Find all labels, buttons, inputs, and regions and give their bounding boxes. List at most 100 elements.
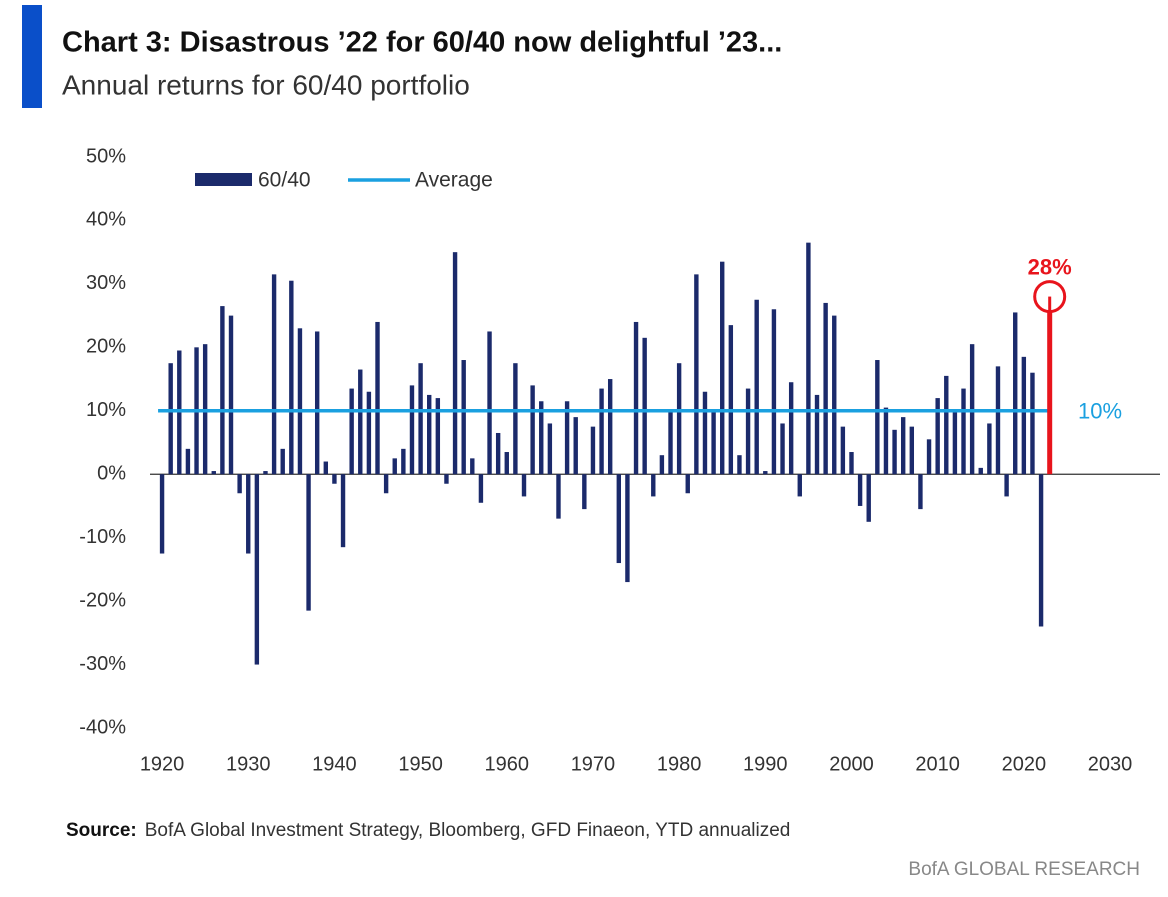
bar bbox=[297, 328, 303, 475]
legend-swatch bbox=[195, 173, 252, 186]
x-tick-label: 1990 bbox=[743, 753, 788, 775]
bar bbox=[237, 474, 242, 494]
bar bbox=[401, 448, 406, 475]
bar bbox=[582, 474, 587, 510]
bar bbox=[935, 398, 940, 475]
bar bbox=[263, 471, 268, 475]
bar bbox=[857, 474, 863, 506]
average-label: 10% bbox=[1078, 399, 1122, 424]
x-tick-label: 2020 bbox=[1002, 753, 1047, 775]
bar bbox=[763, 471, 768, 475]
bar bbox=[513, 363, 518, 475]
source-text: BofA Global Investment Strategy, Bloombe… bbox=[145, 820, 791, 841]
bar bbox=[823, 302, 828, 475]
bar bbox=[918, 474, 923, 510]
bar bbox=[676, 363, 682, 475]
bar bbox=[521, 474, 527, 497]
bar bbox=[900, 417, 906, 475]
y-tick-label: -30% bbox=[79, 653, 126, 675]
x-tick-label: 2010 bbox=[915, 753, 960, 775]
bar bbox=[711, 410, 716, 475]
y-tick-label: 40% bbox=[86, 209, 126, 231]
bar bbox=[926, 439, 932, 475]
bar bbox=[332, 474, 337, 484]
bar bbox=[470, 458, 475, 475]
bar bbox=[832, 315, 837, 475]
bar bbox=[866, 474, 871, 522]
bar bbox=[685, 474, 690, 494]
bar bbox=[737, 455, 742, 475]
bar bbox=[452, 252, 458, 475]
bar bbox=[461, 360, 466, 475]
bar bbox=[883, 407, 889, 475]
bar bbox=[797, 474, 802, 497]
bar bbox=[892, 429, 897, 475]
bar bbox=[444, 474, 449, 484]
bar bbox=[539, 401, 544, 475]
y-tick-label: 0% bbox=[97, 463, 126, 485]
bar bbox=[306, 474, 311, 611]
bar bbox=[280, 448, 285, 475]
highlight-label: 28% bbox=[1028, 254, 1072, 279]
footer: BofA GLOBAL RESEARCH bbox=[908, 859, 1140, 880]
bar bbox=[625, 474, 630, 583]
x-tick-label: 1960 bbox=[485, 753, 530, 775]
bar bbox=[840, 426, 846, 475]
bar bbox=[668, 410, 673, 475]
bar bbox=[944, 375, 949, 475]
bar bbox=[720, 261, 725, 475]
chart-subtitle: Annual returns for 60/40 portfolio bbox=[62, 69, 470, 100]
bar bbox=[651, 474, 656, 497]
bar bbox=[1038, 474, 1044, 627]
bar bbox=[271, 274, 277, 475]
bar bbox=[806, 242, 811, 475]
bar bbox=[995, 366, 1001, 475]
bar bbox=[754, 299, 759, 475]
bar bbox=[564, 401, 570, 475]
bar bbox=[875, 360, 880, 475]
bar bbox=[659, 455, 665, 475]
bar bbox=[220, 306, 225, 475]
x-tick-label: 1920 bbox=[140, 753, 185, 775]
chart-title: Chart 3: Disastrous ’22 for 60/40 now de… bbox=[62, 27, 782, 59]
bar bbox=[780, 423, 785, 475]
y-tick-label: -20% bbox=[79, 589, 126, 611]
y-tick-label: -10% bbox=[79, 526, 126, 548]
bar bbox=[289, 280, 294, 475]
bar bbox=[952, 410, 958, 475]
y-tick-label: -40% bbox=[79, 716, 126, 738]
bar bbox=[409, 385, 415, 475]
bar bbox=[314, 331, 320, 475]
bar bbox=[961, 388, 966, 475]
bar bbox=[1004, 474, 1009, 497]
bar bbox=[1013, 312, 1018, 475]
x-tick-label: 2000 bbox=[829, 753, 874, 775]
x-tick-label: 1950 bbox=[398, 753, 443, 775]
bar bbox=[254, 474, 260, 665]
bar bbox=[185, 448, 191, 475]
bar bbox=[211, 471, 216, 475]
bar bbox=[590, 426, 596, 475]
bar bbox=[530, 385, 535, 475]
x-tick-label: 2030 bbox=[1088, 753, 1133, 775]
bar bbox=[435, 398, 441, 475]
bar bbox=[340, 474, 346, 548]
bar bbox=[358, 369, 363, 475]
bar bbox=[228, 315, 234, 475]
bar bbox=[633, 321, 639, 475]
bar bbox=[427, 394, 432, 475]
bar bbox=[599, 388, 604, 475]
bar bbox=[1030, 372, 1035, 475]
bar bbox=[478, 474, 484, 503]
x-tick-label: 1930 bbox=[226, 753, 271, 775]
bar bbox=[168, 363, 173, 475]
y-tick-label: 10% bbox=[86, 399, 126, 421]
bar bbox=[159, 474, 165, 554]
bar bbox=[694, 274, 699, 475]
bar bbox=[392, 458, 397, 475]
bar bbox=[788, 382, 794, 475]
y-tick-label: 20% bbox=[86, 336, 126, 358]
bar bbox=[728, 325, 734, 475]
x-tick-label: 1940 bbox=[312, 753, 357, 775]
bar bbox=[909, 426, 915, 475]
